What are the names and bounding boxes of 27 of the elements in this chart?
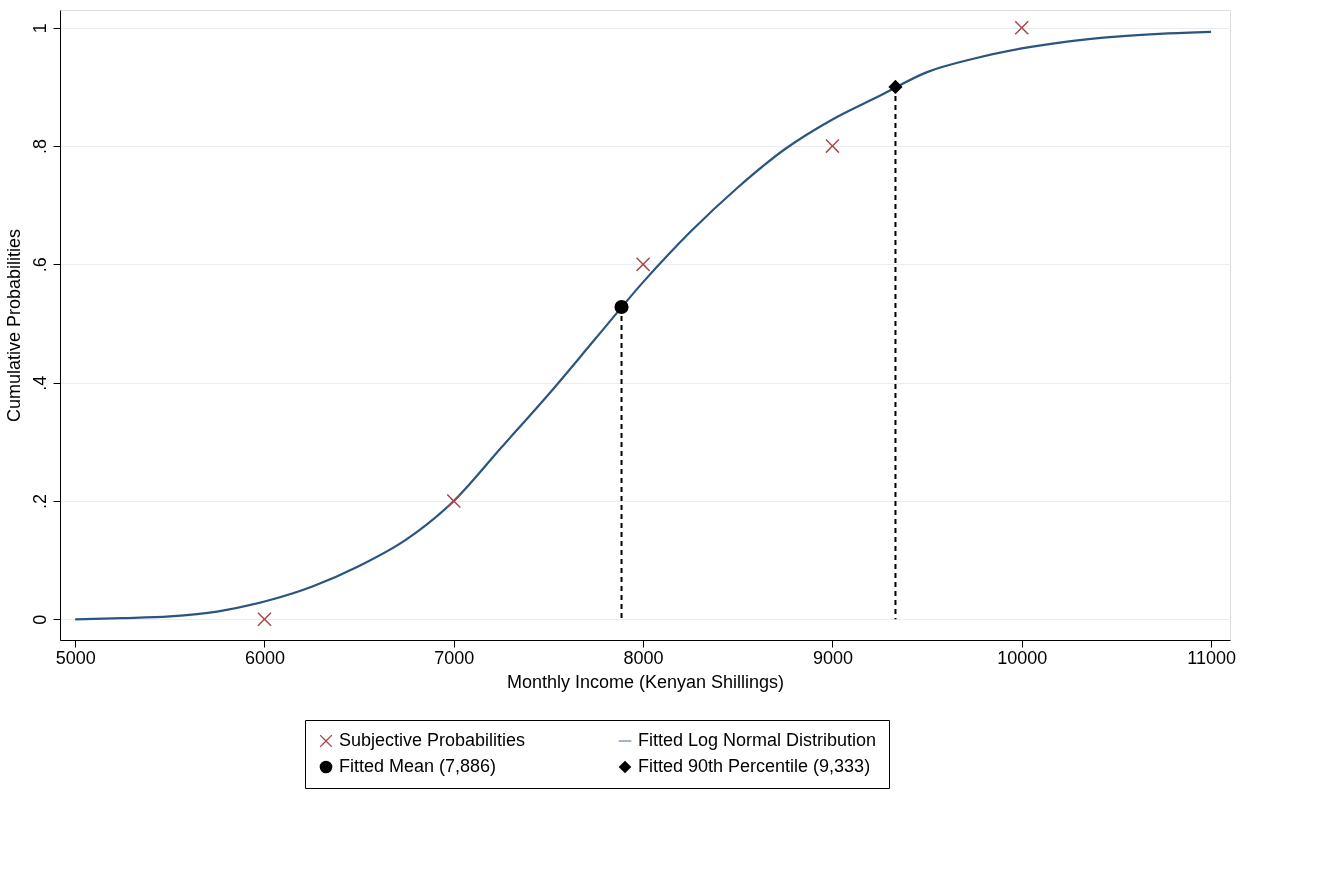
point: [825, 138, 840, 154]
point: [888, 79, 903, 94]
x-tick-label: 10000: [997, 647, 1048, 668]
legend-label: Fitted Log Normal Distribution: [638, 730, 877, 750]
y-tick-label: 1: [29, 23, 50, 34]
point: [1014, 20, 1029, 35]
y-tick-label: .4: [29, 375, 50, 391]
point: [257, 612, 272, 627]
x-tick-label: 6000: [244, 647, 285, 668]
y-tick-label: .8: [29, 139, 50, 155]
x-tick-label: 7000: [434, 647, 475, 668]
x-tick-label: 9000: [812, 647, 853, 668]
point: [636, 257, 651, 272]
y-tick-label: .2: [29, 493, 50, 509]
legend-label: Subjective Probabilities: [339, 730, 526, 750]
legend-label: Fitted Mean (7,886): [339, 756, 497, 776]
point: [446, 493, 461, 509]
x-tick-label: 5000: [55, 647, 96, 668]
x-tick-label: 11000: [1187, 647, 1236, 668]
y-axis-title: Cumulative Probabilities: [3, 228, 24, 423]
x-axis-title: Monthly Income (Kenyan Shillings): [506, 671, 785, 692]
legend-label: Fitted 90th Percentile (9,333): [638, 756, 871, 776]
y-tick-label: .6: [29, 257, 50, 273]
y-tick-label: 0: [29, 614, 50, 625]
point: [614, 299, 629, 315]
line-series: [74, 30, 1213, 621]
x-tick-label: 8000: [623, 647, 664, 668]
